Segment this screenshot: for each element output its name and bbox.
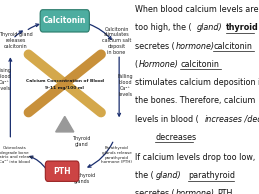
Text: hormone): hormone) xyxy=(176,42,215,51)
Text: the (: the ( xyxy=(135,171,153,180)
Text: PTH: PTH xyxy=(217,190,233,194)
Text: 9-11 mg/100 ml: 9-11 mg/100 ml xyxy=(45,86,84,90)
Text: PTH: PTH xyxy=(53,167,71,176)
Text: secretes (: secretes ( xyxy=(135,42,174,51)
Text: Parathyroid
glands: Parathyroid glands xyxy=(67,173,96,184)
Text: secretes (: secretes ( xyxy=(135,190,174,194)
Text: Calcium Concentration of Blood: Calcium Concentration of Blood xyxy=(26,79,104,82)
Text: Falling
blood
Ca²⁺
levels: Falling blood Ca²⁺ levels xyxy=(118,74,133,97)
Text: Thyroid gland
releases
calcitonin: Thyroid gland releases calcitonin xyxy=(0,32,32,49)
Text: Thyroid
gland: Thyroid gland xyxy=(72,136,91,147)
Text: (: ( xyxy=(135,60,138,69)
Text: too high, the (: too high, the ( xyxy=(135,23,191,32)
Polygon shape xyxy=(56,116,74,132)
Text: Parathyroid
glands release
parathyroid
hormone (PTH): Parathyroid glands release parathyroid h… xyxy=(101,146,132,164)
Text: If calcium levels drop too low,: If calcium levels drop too low, xyxy=(135,153,255,162)
Text: Rising
blood
Ca²⁺
levels: Rising blood Ca²⁺ levels xyxy=(0,68,11,91)
Text: Calcitonin
stimulates
calcium salt
deposit
in bone: Calcitonin stimulates calcium salt depos… xyxy=(102,27,131,55)
Text: calcitonin: calcitonin xyxy=(213,42,252,51)
Text: calcitonin: calcitonin xyxy=(180,60,219,69)
Text: increases: increases xyxy=(205,115,243,124)
Text: thyroid: thyroid xyxy=(226,23,258,32)
Text: Calcitonin: Calcitonin xyxy=(43,16,87,25)
Text: the bones. Therefore, calcium: the bones. Therefore, calcium xyxy=(135,96,255,105)
Text: decreases: decreases xyxy=(155,133,197,142)
Text: stimulates calcium deposition in: stimulates calcium deposition in xyxy=(135,78,259,87)
Text: levels in blood (: levels in blood ( xyxy=(135,115,198,124)
Text: gland): gland) xyxy=(197,23,222,32)
Text: /decreases): /decreases) xyxy=(242,115,259,124)
Text: Hormone): Hormone) xyxy=(139,60,179,69)
Text: parathyroid: parathyroid xyxy=(188,171,235,180)
Text: When blood calcium levels are: When blood calcium levels are xyxy=(135,5,258,14)
Text: gland): gland) xyxy=(155,171,181,180)
Text: hormone): hormone) xyxy=(176,190,215,194)
FancyBboxPatch shape xyxy=(40,10,89,32)
Text: Osteoclasts
degrade bone
matrix and release
Ca²⁺ into blood: Osteoclasts degrade bone matrix and rele… xyxy=(0,146,34,164)
FancyBboxPatch shape xyxy=(45,161,79,181)
